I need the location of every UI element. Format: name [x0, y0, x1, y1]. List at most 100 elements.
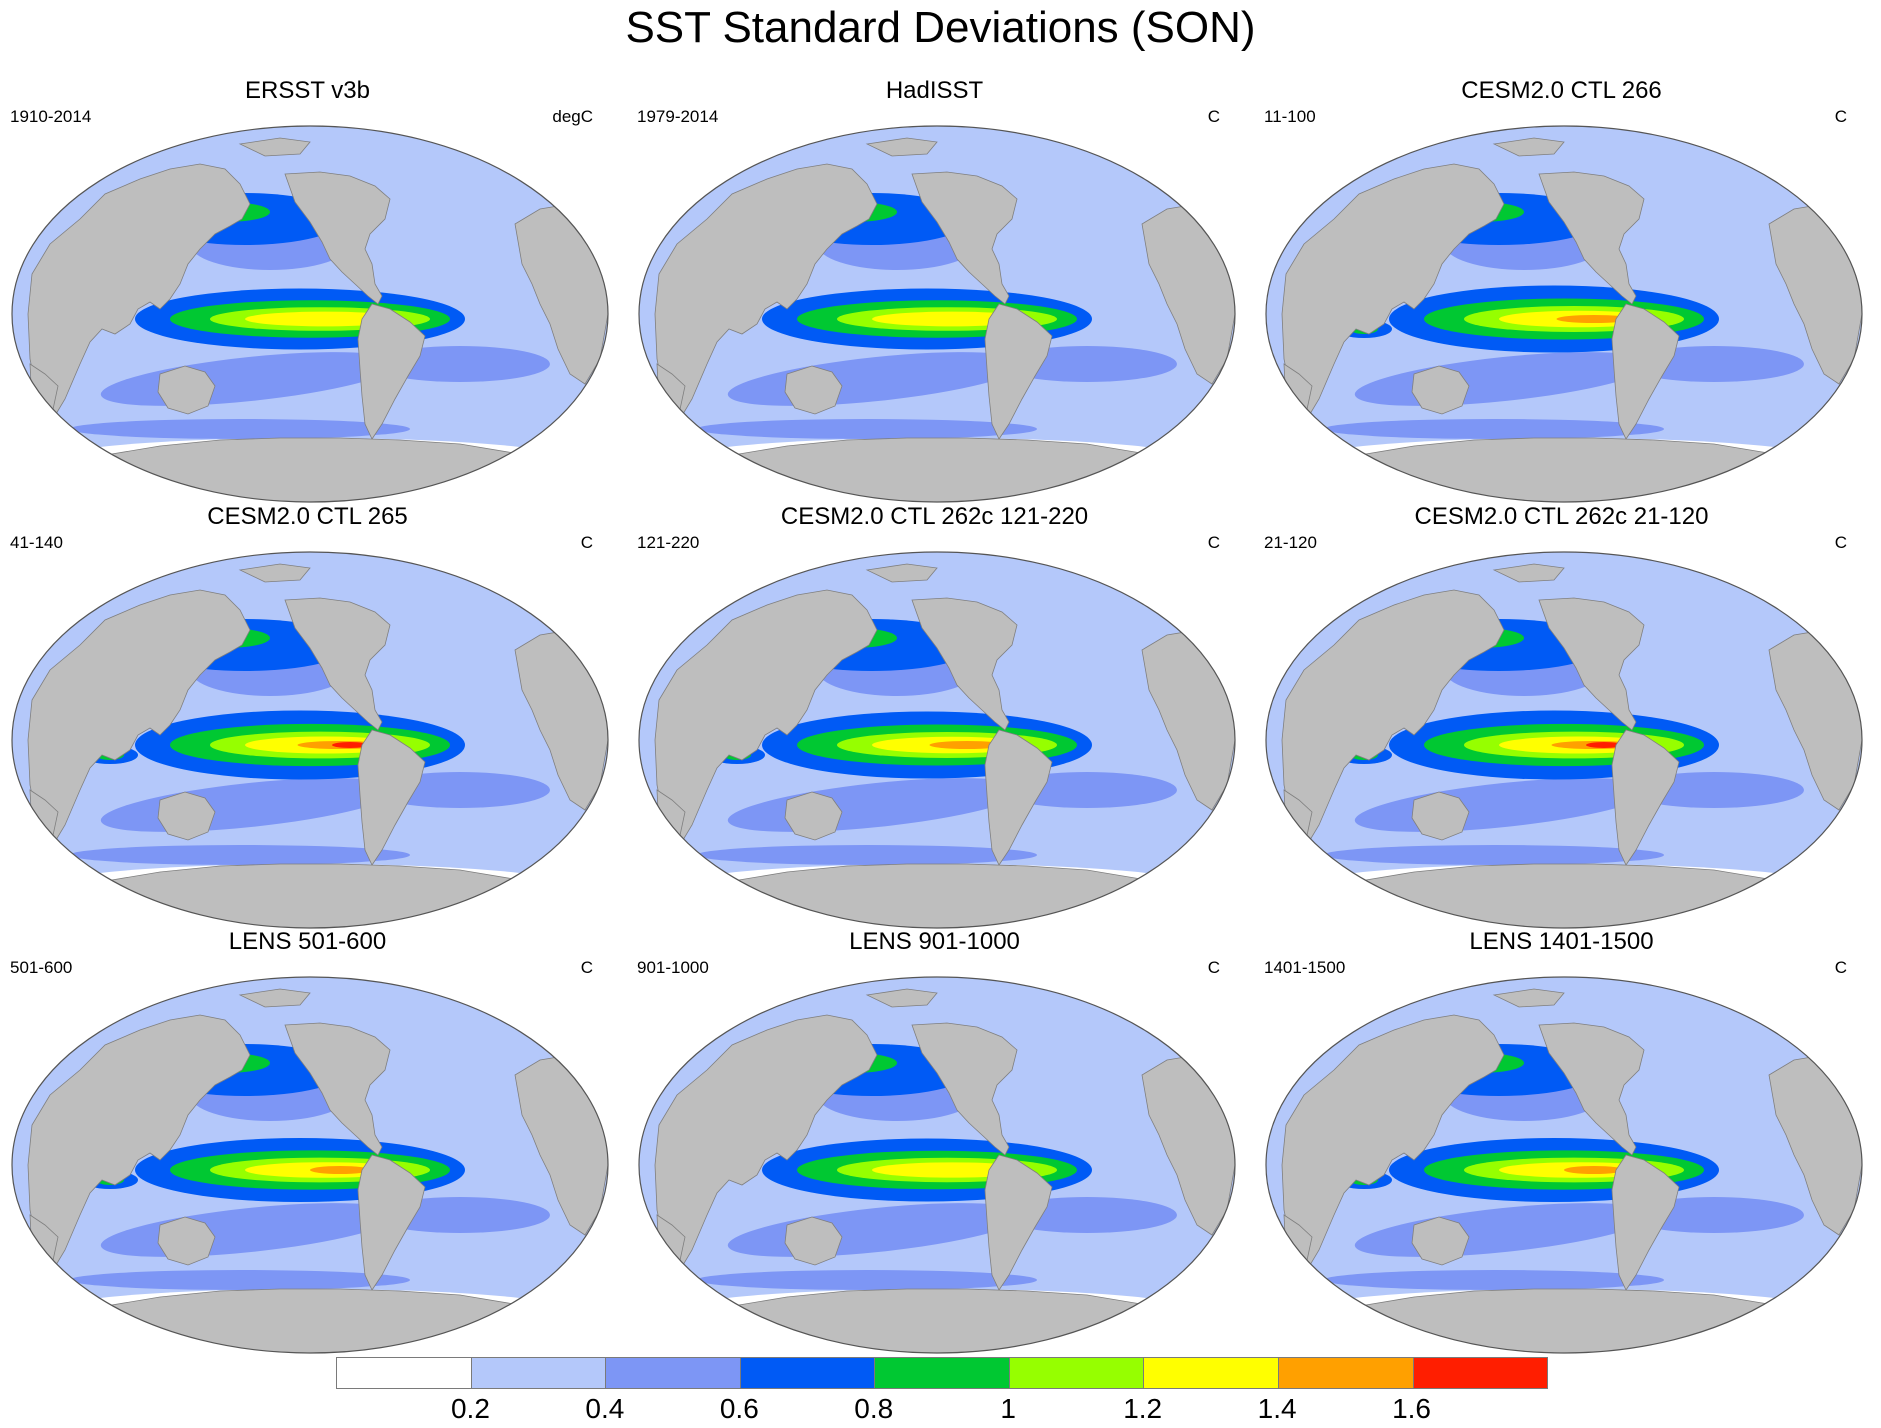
panel-units-label: C — [1834, 958, 1847, 977]
land-mass — [99, 1288, 521, 1353]
panel-period-label: 41-140 — [10, 533, 63, 552]
land-mass — [784, 791, 843, 841]
world-map — [1265, 125, 1863, 503]
panel-title: HadISST — [885, 77, 984, 104]
land-mass — [984, 729, 1053, 866]
panel-title: LENS 1401-1500 — [1469, 928, 1654, 955]
land-mass — [1411, 791, 1470, 841]
moderate-variability-band — [697, 1270, 1037, 1290]
panel-period-label: 1401-1500 — [1264, 958, 1346, 977]
land-mass — [1538, 1022, 1645, 1156]
panel-title: CESM2.0 CTL 266 — [1461, 77, 1662, 104]
panel-units-label: C — [1207, 533, 1220, 552]
land-mass — [238, 563, 311, 583]
panel-title: CESM2.0 CTL 262c 21-120 — [1414, 503, 1709, 530]
panel-title: CESM2.0 CTL 262c 121-220 — [780, 503, 1089, 530]
land-mass — [911, 597, 1018, 731]
map-outline — [1265, 551, 1863, 929]
panel-units-label: C — [1834, 107, 1847, 126]
land-mass — [357, 1154, 426, 1291]
map-panel: HadISST 1979-2014 C — [627, 76, 1242, 516]
colorbar-labels: 0.2 0.4 0.6 0.8 1 1.2 1.4 1.6 — [336, 1392, 1546, 1428]
colorbar-swatch — [470, 1358, 606, 1388]
land-mass — [1538, 597, 1645, 731]
map-field — [12, 552, 608, 928]
land-mass — [984, 303, 1053, 440]
panel-period-label: 121-220 — [637, 533, 700, 552]
map-outline — [638, 551, 1236, 929]
map-panel: ERSST v3b 1910-2014 degC — [0, 76, 615, 516]
land-mass — [357, 729, 426, 866]
map-panel: CESM2.0 CTL 262c 121-220 121-220 C — [627, 502, 1242, 942]
world-map — [11, 551, 609, 929]
panel-units-label: C — [1207, 958, 1220, 977]
map-field — [639, 552, 1235, 928]
map-panel: LENS 1401-1500 1401-1500 C — [1254, 927, 1869, 1367]
land-mass — [238, 988, 311, 1008]
land-mass — [1411, 365, 1470, 415]
colorbar-swatch — [1277, 1358, 1413, 1388]
world-map — [1265, 976, 1863, 1354]
land-mass — [99, 437, 521, 502]
land-mass — [1611, 1154, 1680, 1291]
land-mass — [1353, 437, 1775, 502]
map-outline — [638, 125, 1236, 503]
colorbar-swatch — [337, 1358, 471, 1388]
land-mass — [1411, 1216, 1470, 1266]
world-map — [638, 976, 1236, 1354]
land-mass — [865, 988, 938, 1008]
land-mass — [654, 1014, 878, 1276]
colorbar-swatch — [739, 1358, 875, 1388]
panel-title: CESM2.0 CTL 265 — [207, 503, 408, 530]
map-panel: LENS 901-1000 901-1000 C — [627, 927, 1242, 1367]
world-map — [11, 976, 609, 1354]
panel-period-label: 11-100 — [1264, 107, 1316, 126]
land-mass — [1492, 988, 1565, 1008]
land-mass — [726, 437, 1148, 502]
land-mass — [284, 1022, 391, 1156]
colorbar-swatch — [874, 1358, 1009, 1388]
map-field — [1266, 977, 1862, 1353]
colorbar-tick-label: 0.2 — [450, 1393, 490, 1424]
land-mass — [984, 1154, 1053, 1291]
land-mass — [726, 1288, 1148, 1353]
land-mass — [784, 365, 843, 415]
colorbar-swatch — [1008, 1358, 1144, 1388]
world-map — [638, 125, 1236, 503]
land-mass — [865, 137, 938, 157]
map-field — [1266, 552, 1862, 928]
panel-period-label: 901-1000 — [637, 958, 709, 977]
moderate-variability-band — [1324, 419, 1664, 439]
map-field — [639, 126, 1235, 502]
colorbar-tick-label: 1.6 — [1392, 1393, 1432, 1424]
land-mass — [654, 589, 878, 851]
panel-units-label: degC — [552, 107, 593, 126]
colorbar — [336, 1357, 1548, 1389]
moderate-variability-band — [1324, 1270, 1664, 1290]
land-mass — [1281, 1014, 1505, 1276]
colorbar-swatch — [1143, 1358, 1278, 1388]
colorbar-tick-label: 0.8 — [854, 1393, 894, 1424]
land-mass — [27, 589, 251, 851]
land-mass — [157, 1216, 216, 1266]
map-outline — [638, 976, 1236, 1354]
panel-period-label: 21-120 — [1264, 533, 1317, 552]
colorbar-tick-label: 0.4 — [585, 1393, 625, 1424]
map-field — [12, 126, 608, 502]
moderate-variability-band — [70, 845, 410, 865]
enso-tongue-peak — [1556, 315, 1632, 323]
map-outline — [11, 125, 609, 503]
land-mass — [157, 791, 216, 841]
land-mass — [1492, 137, 1565, 157]
moderate-variability-band — [70, 1270, 410, 1290]
panel-title: LENS 501-600 — [228, 928, 387, 955]
panel-units-label: C — [1207, 107, 1220, 126]
land-mass — [1538, 171, 1645, 305]
moderate-variability-band — [697, 845, 1037, 865]
colorbar-tick-label: 1 — [1000, 1393, 1017, 1424]
land-mass — [1281, 163, 1505, 425]
world-map — [638, 551, 1236, 929]
land-mass — [911, 1022, 1018, 1156]
land-mass — [1611, 303, 1680, 440]
land-mass — [654, 163, 878, 425]
